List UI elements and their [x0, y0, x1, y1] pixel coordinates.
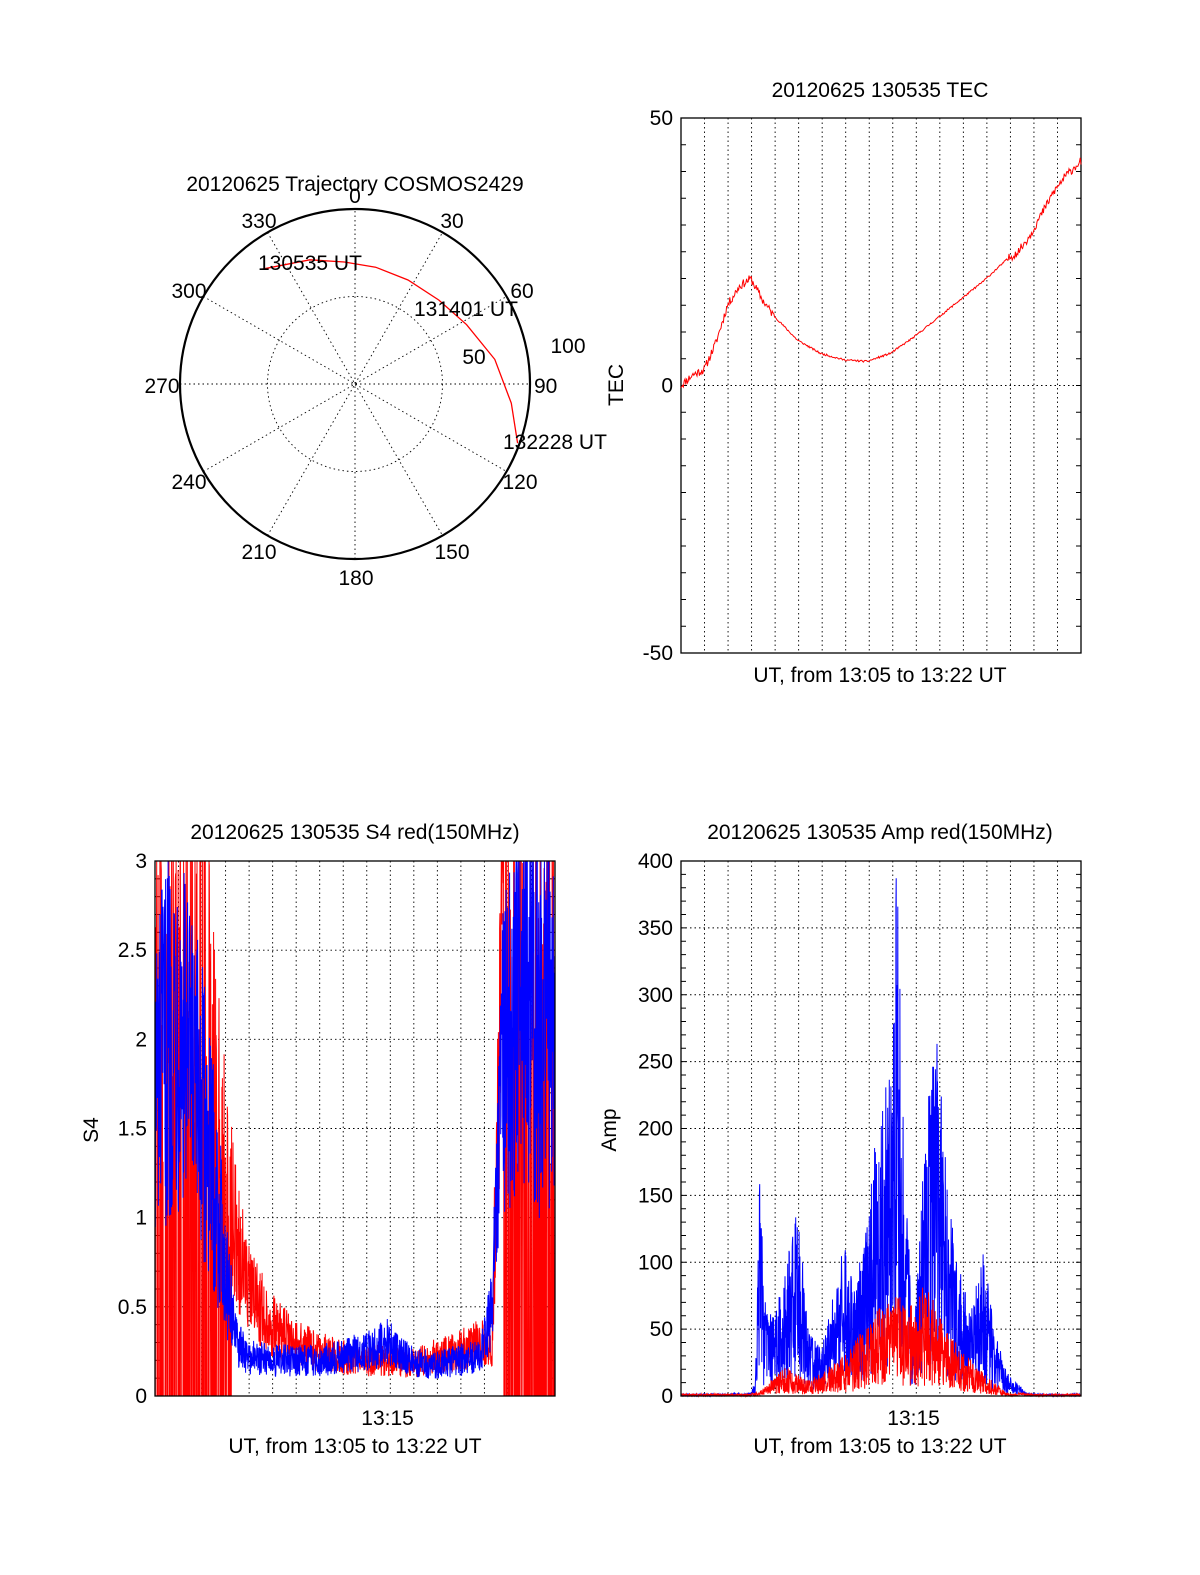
polar-angle-label-0: 0 [349, 185, 361, 208]
trajectory-mid-label: 131401 UT [414, 298, 518, 321]
s4-series [154, 860, 556, 1397]
amp-chart: 20120625 130535 Amp red(150MHz) 0 50 100 15… [598, 821, 1082, 1458]
s4-x-ticks: 13:15 [361, 1407, 414, 1430]
tec-minor-ticks [681, 144, 1081, 627]
s4-plot-frame [154, 860, 556, 1397]
polar-angle-label-120: 120 [502, 471, 537, 494]
polar-radius-label-100: 100 [550, 335, 585, 358]
amp-ytick-label-50: 50 [650, 1318, 673, 1341]
s4-y-ticks: 0 0.5 1 1.5 2 2.5 3 [118, 850, 147, 1408]
amp-minor-ticks [681, 873, 1081, 1384]
s4-ytick-label-2: 2 [135, 1028, 147, 1051]
tec-x-label: UT, from 13:05 to 13:22 UT [753, 664, 1006, 687]
tec-series-line-0 [680, 157, 1082, 389]
tec-series [680, 157, 1082, 389]
s4-series-line-0 [154, 860, 556, 1397]
tec-y-label: TEC [605, 364, 628, 406]
s4-chart: 20120625 130535 S4 red(150MHz) 0 0.5 1 1.5 2… [80, 821, 556, 1458]
polar-title: 20120625 Trajectory COSMOS2429 [186, 173, 523, 196]
amp-y-label: Amp [598, 1108, 621, 1151]
amp-series-line-1 [680, 878, 1082, 1398]
s4-series-line-1 [154, 860, 556, 1379]
tec-ytick-label-50: 50 [650, 107, 673, 130]
s4-ytick-label-2.5: 2.5 [118, 939, 147, 962]
s4-ytick-label-0.5: 0.5 [118, 1296, 147, 1319]
tec-y-ticks: -50 0 50 [643, 107, 673, 665]
polar-radius-label-50: 50 [462, 346, 485, 369]
amp-ytick-label-150: 150 [638, 1184, 673, 1207]
s4-ytick-label-0: 0 [135, 1385, 147, 1408]
amp-y-ticks: 0 50 100 150 200 250 300 350 400 [638, 850, 673, 1408]
s4-ytick-label-1.5: 1.5 [118, 1118, 147, 1141]
s4-ytick-label-1: 1 [135, 1207, 147, 1230]
polar-angle-labels: 0 30 60 90 120 150 180 210 240 270 300 330 [144, 185, 557, 590]
tec-ytick-label--50: -50 [643, 642, 673, 665]
trajectory-polar-chart: 20120625 Trajectory COSMOS2429 0 30 60 90 12… [144, 173, 607, 590]
trajectory-end-label: 132228 UT [503, 431, 607, 454]
amp-ytick-label-350: 350 [638, 917, 673, 940]
amp-title: 20120625 130535 Amp red(150MHz) [707, 821, 1053, 844]
s4-ytick-label-3: 3 [135, 850, 147, 873]
polar-angle-label-30: 30 [440, 210, 463, 233]
amp-ytick-label-0: 0 [661, 1385, 673, 1408]
polar-angle-label-270: 270 [144, 375, 179, 398]
tec-chart: 20120625 130535 TEC -50 0 50 TEC UT, from … [605, 79, 1082, 687]
polar-angle-label-210: 210 [241, 541, 276, 564]
s4-x-label: UT, from 13:05 to 13:22 UT [228, 1435, 481, 1458]
polar-angle-label-90: 90 [534, 375, 557, 398]
tec-ytick-label-0: 0 [661, 375, 673, 398]
amp-ytick-label-300: 300 [638, 984, 673, 1007]
amp-ytick-label-400: 400 [638, 850, 673, 873]
polar-angle-label-300: 300 [171, 280, 206, 303]
amp-series [680, 878, 1082, 1398]
polar-angle-label-150: 150 [434, 541, 469, 564]
s4-title: 20120625 130535 S4 red(150MHz) [190, 821, 519, 844]
amp-ytick-label-250: 250 [638, 1051, 673, 1074]
s4-y-label: S4 [80, 1117, 103, 1143]
polar-angle-label-180: 180 [338, 567, 373, 590]
amp-x-ticks: 13:15 [887, 1407, 940, 1430]
polar-angle-label-240: 240 [171, 471, 206, 494]
s4-xtick-label-1315: 13:15 [361, 1407, 414, 1430]
amp-ytick-label-200: 200 [638, 1118, 673, 1141]
trajectory-track [261, 259, 519, 444]
amp-x-label: UT, from 13:05 to 13:22 UT [753, 1435, 1006, 1458]
amp-plot-frame [680, 860, 1082, 1397]
tec-title: 20120625 130535 TEC [772, 79, 989, 102]
trajectory-start-label: 130535 UT [258, 252, 362, 275]
polar-angle-label-330: 330 [241, 210, 276, 233]
amp-xtick-label-1315: 13:15 [887, 1407, 940, 1430]
polar-angle-label-60: 60 [510, 280, 533, 303]
tec-grid [681, 118, 1081, 653]
tec-plot-frame [680, 117, 1082, 654]
amp-ytick-label-100: 100 [638, 1251, 673, 1274]
